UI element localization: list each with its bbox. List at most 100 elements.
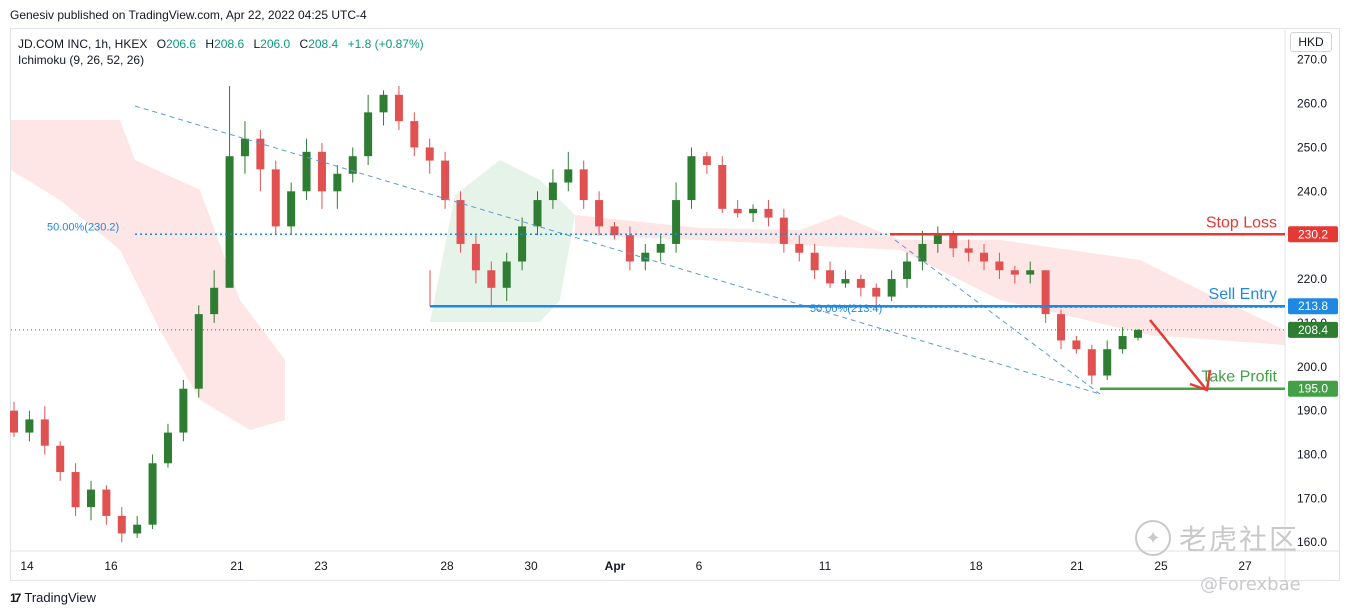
candle-body	[564, 169, 573, 183]
ichimoku-cloud	[11, 120, 1285, 430]
candle-body	[1026, 270, 1035, 275]
candle-body	[1103, 349, 1112, 376]
y-tick-label: 270.0	[1297, 53, 1327, 67]
candle-body	[240, 138, 249, 157]
x-tick-label: 21	[1070, 559, 1084, 573]
candle-body	[117, 515, 126, 534]
chart-legend: JD.COM INC, 1h, HKEX O206.6 H208.6 L206.…	[18, 36, 424, 68]
candle-body	[949, 235, 958, 249]
x-tick-label: 14	[20, 559, 34, 573]
y-tick-label: 170.0	[1297, 491, 1327, 505]
level-label: Stop Loss	[1206, 214, 1277, 231]
cloud-bull-1	[285, 160, 575, 322]
x-tick-label: 27	[1238, 559, 1252, 573]
candle-body	[933, 235, 942, 244]
level-label: Take Profit	[1201, 369, 1277, 386]
candle-body	[271, 169, 280, 227]
candle-body	[872, 287, 881, 297]
last-price-tag: 208.4	[1298, 323, 1328, 337]
candle-body	[718, 164, 727, 209]
candle-body	[71, 472, 80, 508]
candle-body	[687, 156, 696, 201]
candle-body	[348, 156, 357, 174]
axes: 270.0260.0250.0240.0230.0220.0210.0200.0…	[20, 53, 1338, 573]
x-tick-label: 6	[696, 559, 703, 573]
y-tick-label: 240.0	[1297, 184, 1327, 198]
high-value: 208.6	[214, 37, 245, 51]
candle-body	[702, 156, 711, 165]
candle-body	[749, 208, 758, 214]
x-tick-label: Apr	[605, 559, 626, 573]
projection-arrowhead	[1189, 369, 1212, 392]
candle-body	[1041, 270, 1050, 315]
x-tick-label: 21	[230, 559, 244, 573]
chart-frame	[10, 28, 1340, 581]
candle-body	[210, 287, 219, 315]
candle-body	[1057, 314, 1066, 341]
candle-body	[579, 169, 588, 201]
candle-body	[856, 279, 865, 288]
candle-body	[841, 279, 850, 284]
x-tick-label: 16	[104, 559, 118, 573]
candle-body	[733, 208, 742, 214]
x-tick-label: 25	[1154, 559, 1168, 573]
candle-body	[425, 147, 434, 161]
currency-button[interactable]: HKD	[1290, 32, 1332, 52]
watermark: ✦ 老虎社区	[1135, 518, 1299, 558]
candle-body	[10, 410, 18, 433]
fib-label-1: 50.00%(230.2)	[47, 221, 119, 233]
last-price-tag-bg	[1288, 321, 1338, 338]
indicator-label[interactable]: Ichimoku (9, 26, 52, 26)	[18, 53, 145, 67]
candle-body	[56, 445, 65, 473]
price-tag: 213.8	[1298, 299, 1328, 313]
brand-name: TradingView	[24, 590, 96, 605]
candle-body	[102, 489, 111, 516]
candle-body	[1087, 349, 1096, 376]
candle-body	[779, 217, 788, 244]
candle-body	[903, 261, 912, 280]
candle-body	[810, 252, 819, 271]
candle-body	[641, 252, 650, 262]
candle-body	[918, 243, 927, 262]
candle-body	[225, 156, 234, 288]
candle-body	[487, 270, 496, 288]
price-tag: 195.0	[1298, 382, 1328, 396]
candle-body	[410, 121, 419, 148]
candle-body	[518, 226, 527, 262]
candle-body	[795, 243, 804, 253]
candle-body	[317, 151, 326, 192]
candle-body	[1010, 270, 1019, 275]
candles	[10, 86, 1142, 543]
y-tick-label: 160.0	[1297, 535, 1327, 549]
open-label: O	[156, 37, 167, 51]
y-tick-label: 260.0	[1297, 97, 1327, 111]
candle-body	[441, 160, 450, 201]
low-label: L	[253, 37, 261, 51]
trendline-upper	[134, 105, 1101, 395]
watermark-site: 老虎社区	[1179, 523, 1300, 556]
price-tag: 230.2	[1298, 227, 1328, 241]
candle-body	[995, 261, 1004, 271]
candle-body	[179, 388, 188, 433]
x-tick-label: 11	[819, 559, 832, 573]
candle-body	[256, 138, 265, 170]
low-value: 206.0	[260, 37, 291, 51]
candle-body	[364, 112, 373, 157]
x-tick-label: 23	[314, 559, 328, 573]
candle-body	[86, 489, 95, 508]
candle-body	[25, 419, 34, 433]
close-label: C	[299, 37, 309, 51]
candle-body	[502, 261, 511, 288]
drawings: 50.00%(230.2) 50.00%(213.4) Stop Loss Sell …	[11, 105, 1285, 395]
candle-body	[656, 243, 665, 253]
candle-body	[287, 191, 296, 227]
candle-body	[764, 208, 773, 218]
candle-body	[672, 200, 681, 244]
close-value: 208.4	[308, 37, 339, 51]
high-label: H	[205, 37, 215, 51]
y-tick-label: 190.0	[1297, 404, 1327, 418]
candle-body	[980, 252, 989, 262]
tradingview-brand[interactable]: 17 TradingView	[10, 590, 96, 605]
candle-body	[456, 200, 465, 244]
